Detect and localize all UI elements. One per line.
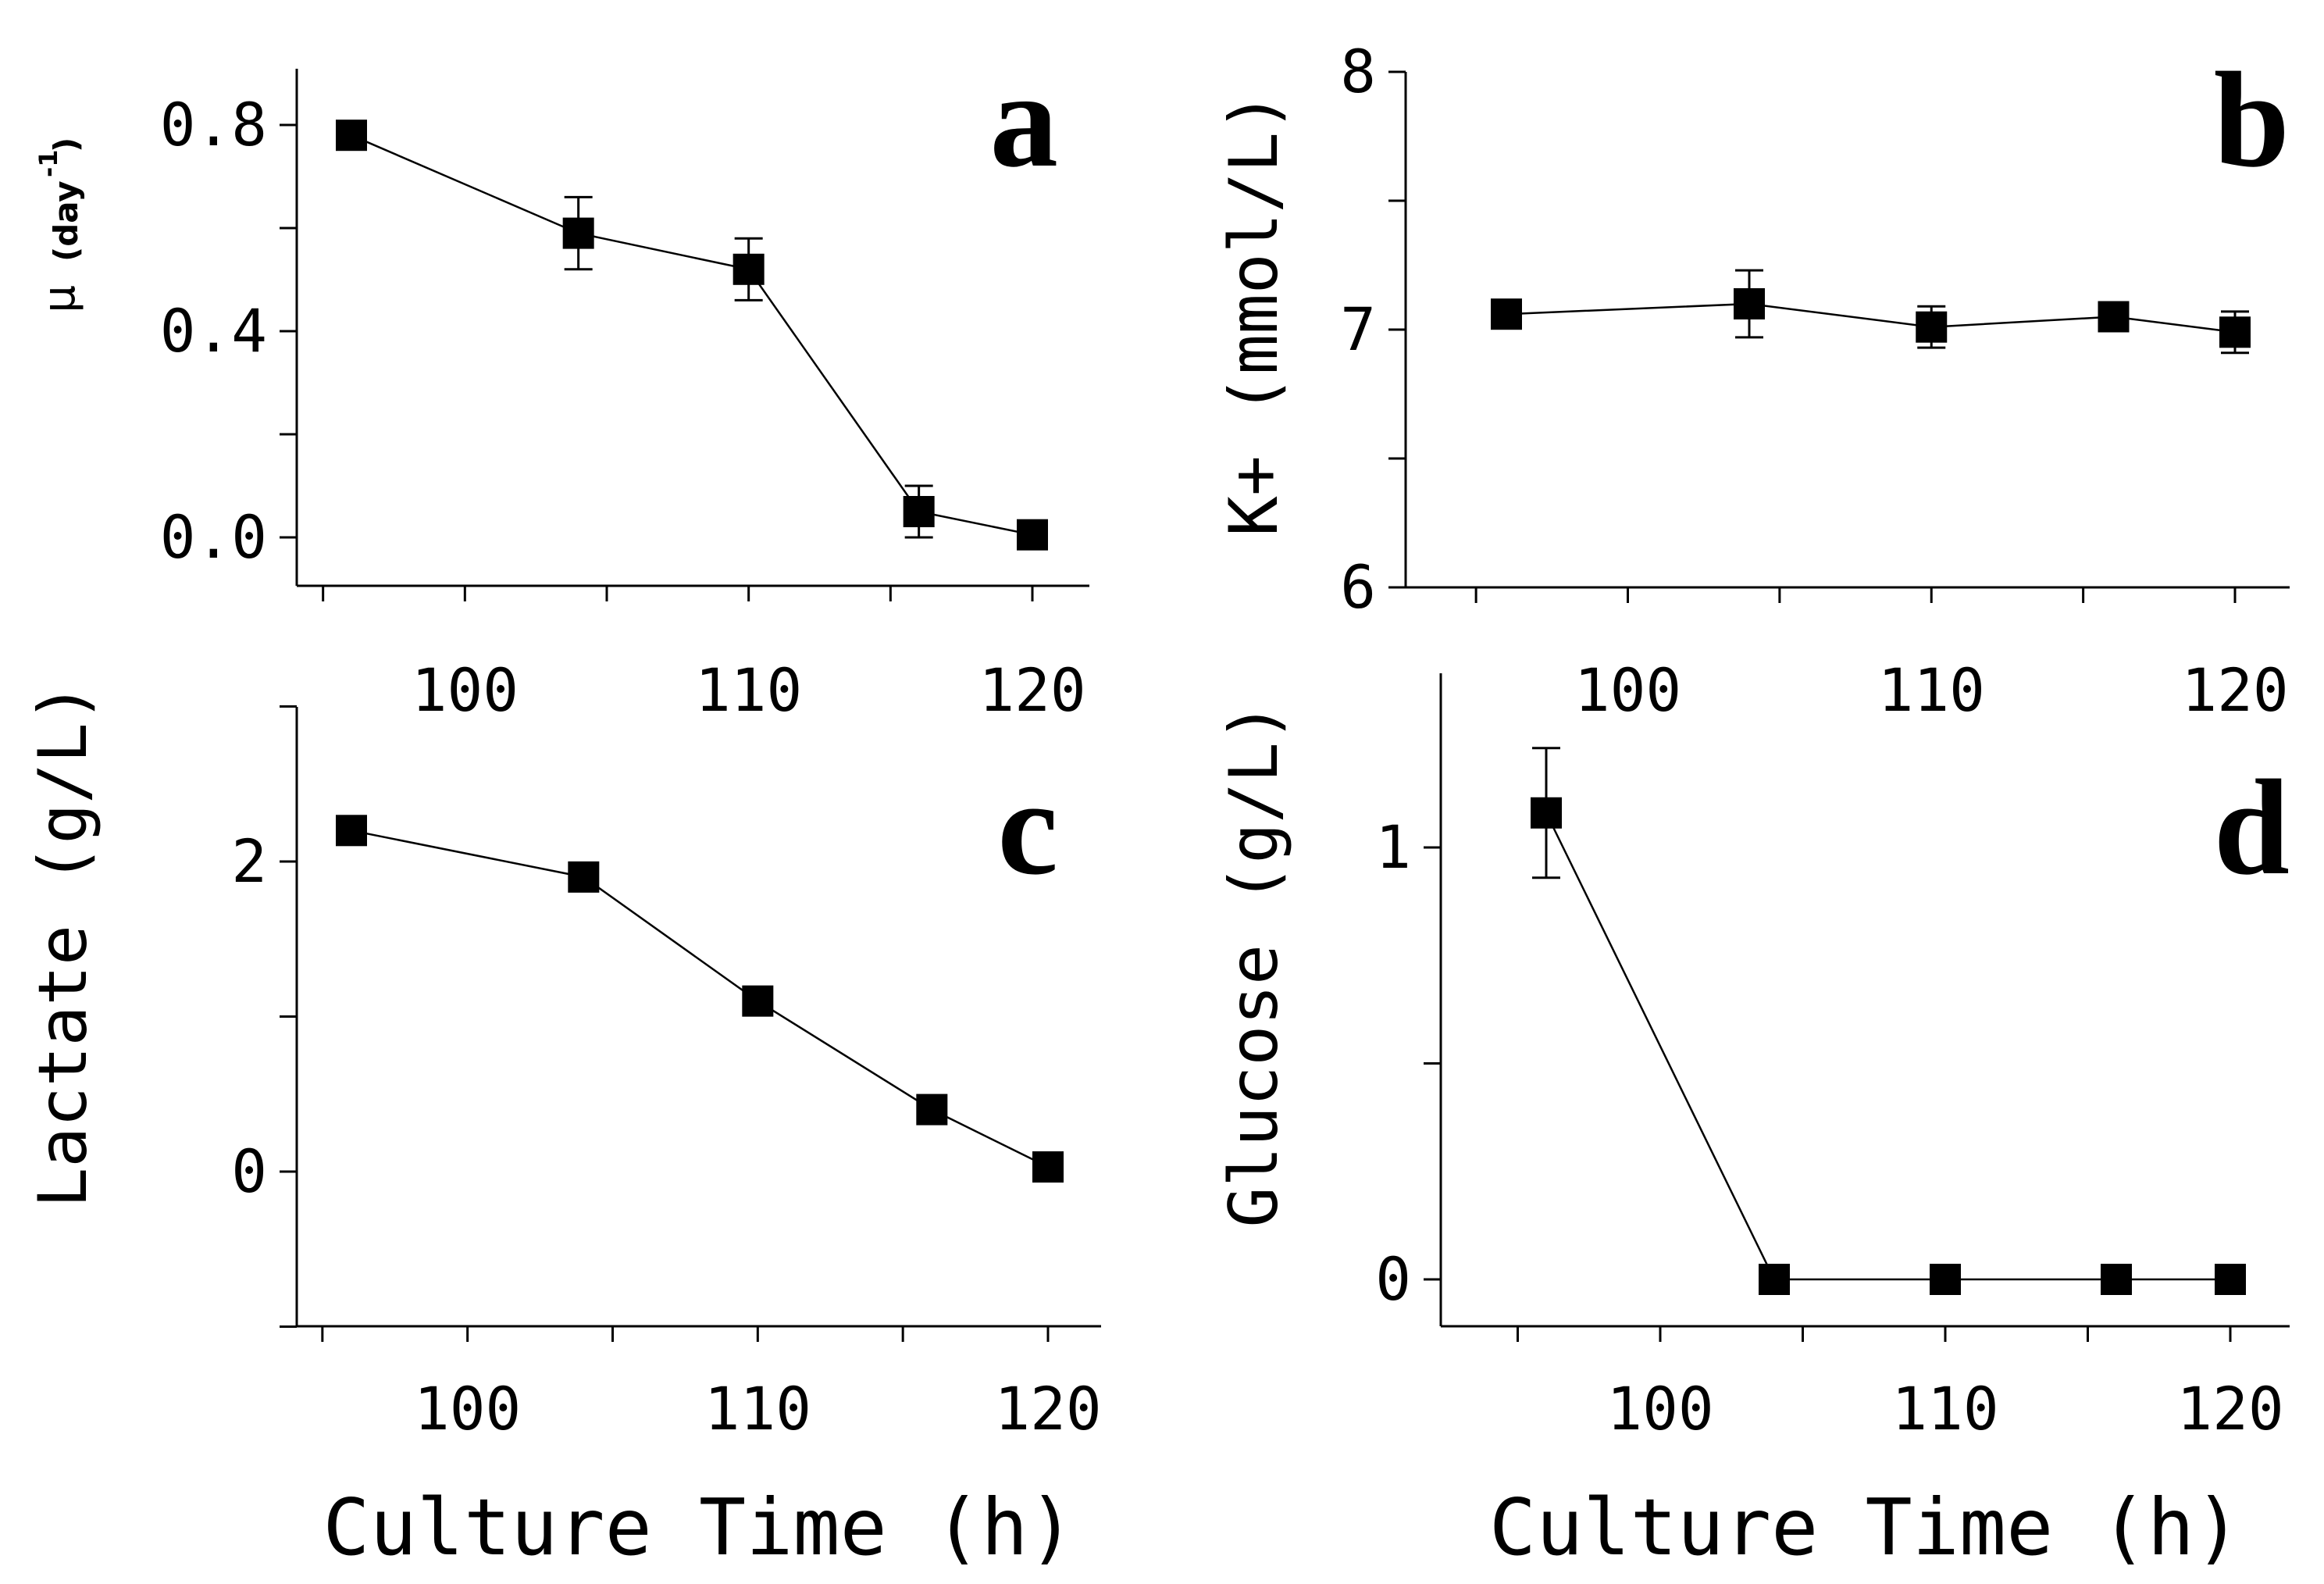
data-point bbox=[562, 217, 594, 249]
y-tick-label: 1 bbox=[1375, 812, 1411, 882]
data-point bbox=[1916, 311, 1948, 343]
data-point bbox=[903, 496, 935, 527]
panel-b: 100 110 120 6 7 8 K+ (mmol/L) b bbox=[1215, 37, 2290, 725]
y-tick-label: 8 bbox=[1340, 37, 1376, 106]
data-point bbox=[1734, 288, 1765, 319]
y-tick-label: 0.8 bbox=[160, 90, 267, 159]
data-point bbox=[742, 985, 774, 1017]
data-point bbox=[336, 120, 367, 152]
data-point bbox=[1759, 1264, 1790, 1295]
x-axis-title: Culture Time (h) bbox=[1489, 1482, 2241, 1573]
data-point bbox=[2215, 1264, 2246, 1295]
data-point bbox=[568, 861, 600, 893]
panel-label: b bbox=[2214, 44, 2290, 195]
data-point bbox=[2098, 301, 2130, 333]
y-tick-label: 0.0 bbox=[160, 502, 267, 572]
panel-label: a bbox=[990, 44, 1059, 195]
x-tick-label: 120 bbox=[2181, 655, 2288, 725]
x-tick-label: 120 bbox=[978, 655, 1085, 725]
y-tick-label: 0 bbox=[1375, 1244, 1411, 1314]
x-tick-label: 100 bbox=[414, 1374, 521, 1443]
data-point bbox=[1531, 797, 1562, 829]
panel-a: 100 110 120 0.0 0.4 0.8 μ (day -1) a bbox=[34, 44, 1089, 725]
data-point bbox=[2219, 316, 2251, 348]
x-tick-label: 100 bbox=[1606, 1374, 1713, 1443]
panel-label: c bbox=[997, 751, 1058, 903]
y-axis-title: K+ (mmol/L) bbox=[1215, 91, 1293, 537]
x-tick-label: 110 bbox=[704, 1374, 811, 1443]
data-point bbox=[1930, 1264, 1961, 1295]
panel-label: d bbox=[2214, 751, 2290, 903]
data-point bbox=[2101, 1264, 2132, 1295]
series-line bbox=[1545, 812, 2230, 1281]
x-tick-label: 100 bbox=[412, 655, 519, 725]
y-axis-title: Glucose (g/L) bbox=[1215, 701, 1293, 1227]
data-point bbox=[336, 815, 367, 847]
panel-c: 100 110 120 0 2 Lactate (g/L) Culture Time (h)… bbox=[24, 682, 1102, 1573]
y-axis-title-unit: (day bbox=[47, 180, 85, 262]
data-point bbox=[1017, 519, 1048, 551]
data-point bbox=[1491, 298, 1522, 330]
y-axis-title: Lactate (g/L) bbox=[24, 682, 102, 1208]
data-point bbox=[1032, 1151, 1064, 1183]
y-axis-title-symbol: μ bbox=[34, 285, 85, 313]
y-tick-label: 0.4 bbox=[160, 296, 267, 366]
x-axis-title: Culture Time (h) bbox=[323, 1482, 1075, 1573]
series-line bbox=[351, 134, 1033, 536]
y-tick-label: 2 bbox=[231, 826, 267, 896]
data-point bbox=[916, 1093, 948, 1126]
x-tick-label: 110 bbox=[1878, 655, 1985, 725]
y-tick-label: 7 bbox=[1340, 294, 1376, 364]
x-tick-label: 110 bbox=[1891, 1374, 1998, 1443]
y-axis-title: μ (day -1) bbox=[34, 137, 85, 313]
y-axis-title-close: ) bbox=[47, 137, 85, 152]
panel-d: 100 110 120 0 1 Glucose (g/L) Culture Time (h)… bbox=[1215, 673, 2290, 1573]
y-tick-label: 0 bbox=[231, 1136, 267, 1206]
data-point bbox=[732, 253, 765, 285]
x-tick-label: 120 bbox=[2176, 1374, 2283, 1443]
x-tick-label: 120 bbox=[994, 1374, 1101, 1443]
x-tick-label: 110 bbox=[695, 655, 802, 725]
y-axis-title-exponent: -1 bbox=[34, 149, 63, 177]
x-tick-label: 100 bbox=[1574, 655, 1681, 725]
y-tick-label: 6 bbox=[1340, 552, 1376, 622]
